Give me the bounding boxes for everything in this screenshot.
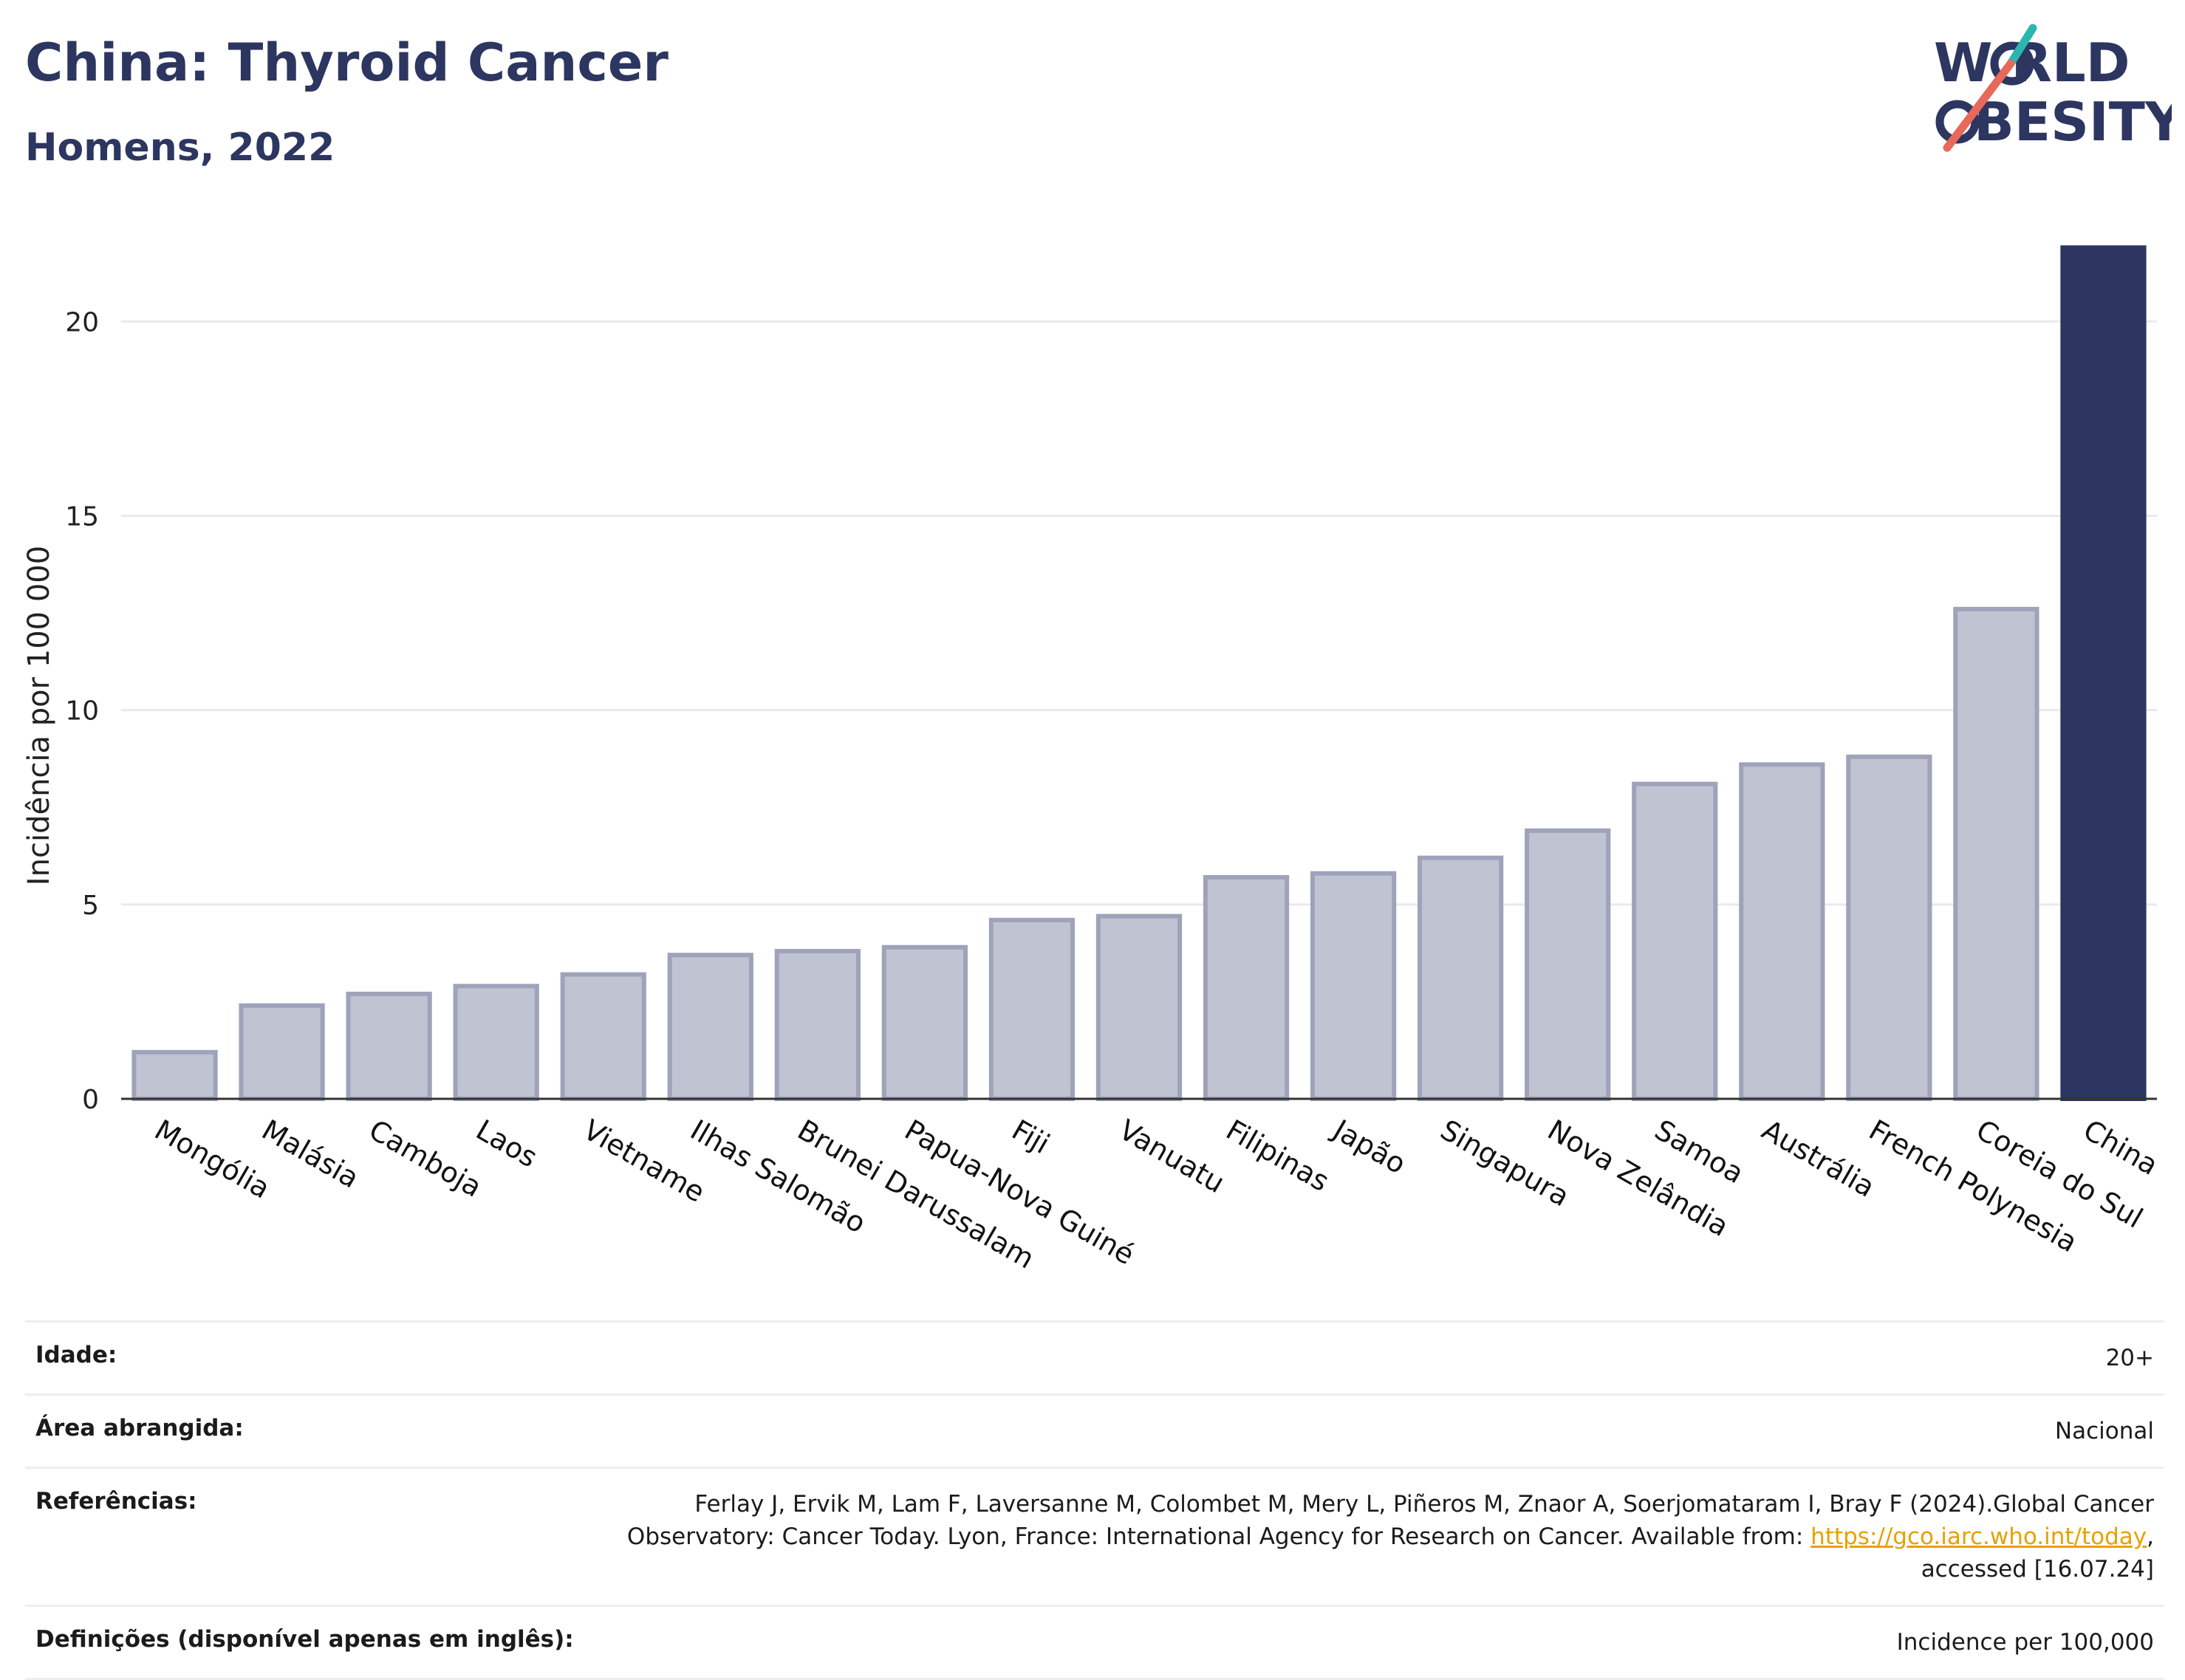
bar-vanuatu	[1095, 913, 1183, 1101]
y-tick-label: 15	[65, 501, 99, 532]
meta-row-area: Área abrangida: Nacional	[25, 1394, 2164, 1468]
x-tick-label: Vanuatu	[1114, 1114, 1231, 1199]
x-tick-label: Austrália	[1757, 1114, 1881, 1204]
chart-subtitle: Homens, 2022	[25, 126, 335, 170]
x-tick-label: Camboja	[363, 1114, 488, 1204]
bar-mal-sia	[239, 1003, 325, 1101]
bar-fiji	[988, 917, 1076, 1102]
x-tick-label: Malásia	[256, 1114, 364, 1195]
logo-line-2: BESITY	[1974, 91, 2172, 153]
logo-slash-top-icon	[2006, 24, 2037, 68]
bar-filipinas	[1203, 874, 1290, 1101]
definitions-label: Definições (disponível apenas em inglês)…	[35, 1626, 574, 1653]
x-tick-label: Laos	[471, 1114, 543, 1174]
x-tick-label: Fiji	[1006, 1114, 1055, 1160]
x-tick-label: Japão	[1327, 1113, 1412, 1181]
x-tick-label: China	[2078, 1114, 2164, 1182]
y-tick-label: 0	[82, 1085, 99, 1115]
area-value: Nacional	[2054, 1418, 2154, 1445]
references-label: Referências:	[35, 1488, 197, 1515]
bar-camboja	[346, 991, 432, 1102]
bars	[131, 245, 2147, 1102]
bar-samoa	[1632, 781, 1718, 1101]
reference-link[interactable]: https://gco.iarc.who.int/today	[1810, 1523, 2147, 1551]
bar-laos	[453, 984, 539, 1101]
bar-brunei-darussalam	[774, 948, 861, 1101]
area-label: Área abrangida:	[35, 1415, 244, 1442]
reference-text-end: , accessed [16.07.24]	[1921, 1523, 2154, 1583]
y-axis-label: Incidência por 100 000	[22, 546, 56, 885]
logo-o-ring-icon	[1990, 41, 2034, 86]
chart-title: China: Thyroid Cancer	[25, 32, 669, 93]
references-value: Ferlay J, Ervik M, Lam F, Laversanne M, …	[584, 1468, 2164, 1606]
x-tick-label: Ilhas Salomão	[685, 1114, 871, 1240]
y-tick-label: 5	[82, 891, 99, 921]
bar-papua-nova-guin-	[881, 944, 968, 1102]
logo-slash-bottom-icon	[1943, 59, 2015, 152]
age-value: 20+	[2105, 1345, 2154, 1371]
y-tick-label: 10	[65, 696, 99, 727]
bar-vietname	[560, 972, 646, 1101]
meta-row-definitions: Definições (disponível apenas em inglês)…	[25, 1605, 2164, 1679]
meta-row-references: Referências: Ferlay J, Ervik M, Lam F, L…	[25, 1467, 2164, 1606]
bar-ilhas-salom-o	[667, 953, 753, 1102]
y-tick-labels: 0 5 10 15 20	[65, 307, 99, 1115]
meta-row-age: Idade: 20+	[25, 1321, 2164, 1395]
world-obesity-logo: W RLD BESITY	[1934, 24, 2172, 153]
metadata-table: Idade: 20+ Área abrangida: Nacional Refe…	[25, 1320, 2164, 1680]
x-tick-label: Nova Zelândia	[1542, 1114, 1734, 1244]
bar-jap-o	[1310, 871, 1397, 1102]
bar-coreia-do-sul	[1953, 606, 2039, 1101]
age-label: Idade:	[35, 1342, 117, 1368]
bar-mong-lia	[131, 1049, 218, 1101]
bar-austr-lia	[1739, 762, 1825, 1101]
y-tick-label: 20	[65, 307, 99, 337]
bar-french-polynesia	[1846, 754, 1932, 1101]
x-tick-label: Vietname	[578, 1114, 710, 1209]
bar-china	[2060, 245, 2147, 1101]
x-tick-label: Filipinas	[1221, 1114, 1335, 1198]
reference-text: Ferlay J, Ervik M, Lam F, Laversanne M, …	[626, 1491, 2154, 1551]
x-tick-label: Mongólia	[149, 1114, 276, 1205]
bar-nova-zel-ndia	[1525, 828, 1611, 1101]
bar-singapura	[1418, 855, 1504, 1101]
definitions-value: Incidence per 100,000	[1896, 1629, 2154, 1656]
